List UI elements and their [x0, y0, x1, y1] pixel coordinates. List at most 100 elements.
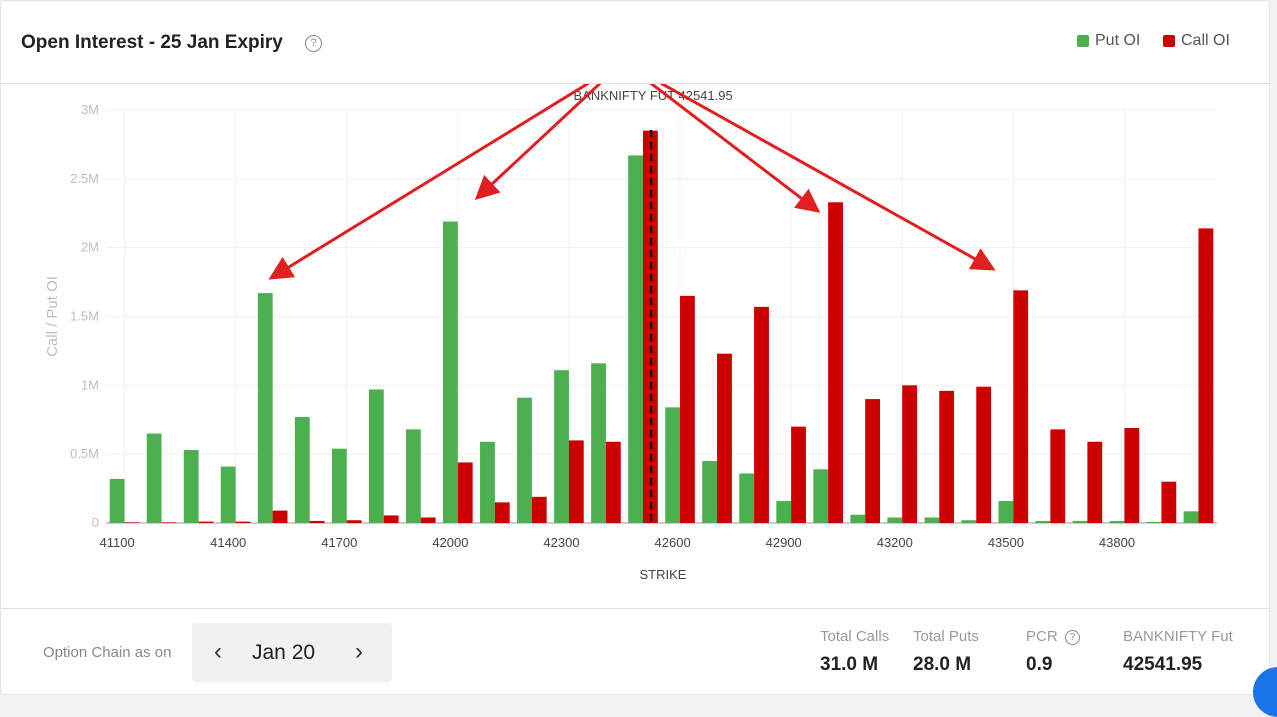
call-oi-bar	[605, 441, 621, 523]
call-oi-bar	[1087, 441, 1103, 523]
call-oi-bar	[531, 496, 547, 523]
chart-footer: Option Chain as on ‹ Jan 20 › Total Call…	[1, 608, 1269, 695]
call-oi-bar	[420, 517, 436, 523]
put-oi-bar	[368, 389, 384, 523]
x-tick-label: 42300	[543, 535, 579, 550]
call-oi-bar	[124, 522, 140, 523]
date-selector: ‹ Jan 20 ›	[192, 623, 392, 682]
put-oi-bar	[1183, 511, 1199, 523]
legend-call-oi[interactable]: Call OI	[1163, 32, 1230, 50]
chart-title: Open Interest - 25 Jan Expiry	[21, 32, 283, 53]
y-axis-title: Call / Put OI	[44, 276, 61, 357]
put-oi-bar	[1035, 520, 1051, 523]
call-oi-bar	[568, 440, 584, 523]
put-oi-bar	[1072, 520, 1088, 523]
selected-date: Jan 20	[252, 641, 316, 664]
put-oi-bar	[924, 517, 940, 523]
call-oi-bar	[457, 462, 473, 523]
call-oi-bar	[754, 306, 769, 523]
put-oi-bar	[1109, 520, 1125, 523]
put-oi-bar	[961, 520, 977, 523]
annotation-arrow	[474, 84, 602, 201]
put-oi-bar	[331, 448, 347, 523]
chevron-right-icon[interactable]: ›	[355, 638, 363, 665]
stat-total-puts-value: 28.0 M	[913, 654, 972, 675]
put-oi-bar	[998, 500, 1014, 523]
call-oi-bar	[791, 426, 806, 523]
x-tick-label: 43800	[1099, 535, 1135, 550]
put-oi-bar	[183, 450, 199, 523]
call-oi-bar	[902, 385, 918, 523]
put-oi-bar	[109, 478, 125, 523]
call-oi-bar	[680, 295, 695, 523]
call-oi-bar	[1124, 428, 1140, 523]
y-tick-label: 0	[92, 515, 99, 530]
put-oi-bar	[665, 407, 681, 523]
legend-put-oi-label: Put OI	[1095, 32, 1141, 49]
call-oi-bar	[346, 520, 362, 523]
legend-call-oi-label: Call OI	[1181, 32, 1230, 49]
x-tick-label: 43200	[877, 535, 913, 550]
question-circle-icon[interactable]: ?	[305, 35, 322, 52]
pcr-help-icon[interactable]: ?	[1064, 629, 1080, 645]
call-oi-bar	[828, 202, 843, 523]
x-tick-label: 43500	[988, 535, 1024, 550]
put-oi-swatch	[1077, 35, 1089, 47]
call-oi-bar	[383, 515, 399, 523]
put-oi-bar	[850, 514, 866, 523]
y-tick-label: 1M	[81, 377, 99, 392]
call-oi-bar	[198, 521, 214, 523]
stat-pcr-label: PCR	[1026, 628, 1058, 645]
put-oi-bar	[294, 416, 310, 523]
x-axis-title: STRIKE	[640, 567, 687, 582]
y-tick-label: 2M	[81, 240, 99, 255]
put-oi-bar	[776, 500, 792, 523]
open-interest-bar-chart: 0 0.5M 1M 1.5M 2M 2.5M 3M 41100 41400 41700 42000 4…	[44, 84, 1217, 582]
stat-pcr-value: 0.9	[1026, 654, 1053, 675]
call-oi-bar	[939, 390, 955, 523]
put-oi-bar	[591, 363, 606, 523]
chart-header: Open Interest - 25 Jan Expiry ? Put OI C…	[1, 1, 1269, 84]
put-oi-bar	[443, 221, 458, 523]
stat-pcr: PCR ? 0.9	[1026, 628, 1080, 676]
put-oi-bar	[405, 429, 421, 523]
stat-banknifty-fut-label: BANKNIFTY Fut	[1123, 628, 1233, 645]
annotation-arrow	[268, 84, 591, 280]
y-tick-label: 0.5M	[70, 446, 99, 461]
legend-put-oi[interactable]: Put OI	[1077, 32, 1140, 50]
x-tick-label: 42900	[766, 535, 802, 550]
x-tick-label: 41400	[210, 535, 246, 550]
put-oi-bar	[887, 517, 903, 523]
put-oi-bar	[554, 370, 569, 523]
put-oi-bar	[517, 397, 532, 523]
call-oi-bar	[1050, 429, 1066, 523]
put-oi-bar	[257, 293, 273, 523]
call-oi-bar	[976, 386, 992, 523]
call-oi-bar	[494, 502, 510, 523]
call-oi-bar	[1161, 481, 1177, 523]
call-oi-bar	[309, 520, 325, 523]
call-oi-bar	[1013, 290, 1029, 523]
stat-banknifty-fut: BANKNIFTY Fut 42541.95	[1123, 628, 1233, 676]
call-oi-bar	[865, 399, 880, 523]
futures-marker-label: BANKNIFTY FUT 42541.95	[574, 88, 733, 103]
stat-total-calls-label: Total Calls	[820, 628, 890, 645]
x-tick-label: 41100	[100, 535, 135, 550]
stat-pcr-label-row: PCR ?	[1026, 628, 1080, 645]
chevron-left-icon[interactable]: ‹	[214, 638, 222, 665]
y-tick-label: 2.5M	[70, 171, 99, 186]
call-oi-swatch	[1163, 35, 1175, 47]
put-oi-bar	[220, 466, 236, 523]
put-oi-bar	[702, 461, 718, 523]
call-oi-bar	[161, 522, 177, 523]
stat-total-calls-value: 31.0 M	[820, 654, 879, 675]
put-oi-bar	[480, 441, 495, 523]
option-chain-label: Option Chain as on	[43, 644, 172, 661]
put-oi-bar	[146, 433, 162, 523]
call-oi-bar	[235, 521, 251, 523]
y-tick-label: 1.5M	[70, 309, 99, 324]
put-oi-bar	[628, 155, 643, 523]
annotation-arrow	[649, 84, 821, 213]
stat-total-calls: Total Calls 31.0 M	[820, 628, 889, 676]
call-oi-bar	[272, 510, 288, 523]
